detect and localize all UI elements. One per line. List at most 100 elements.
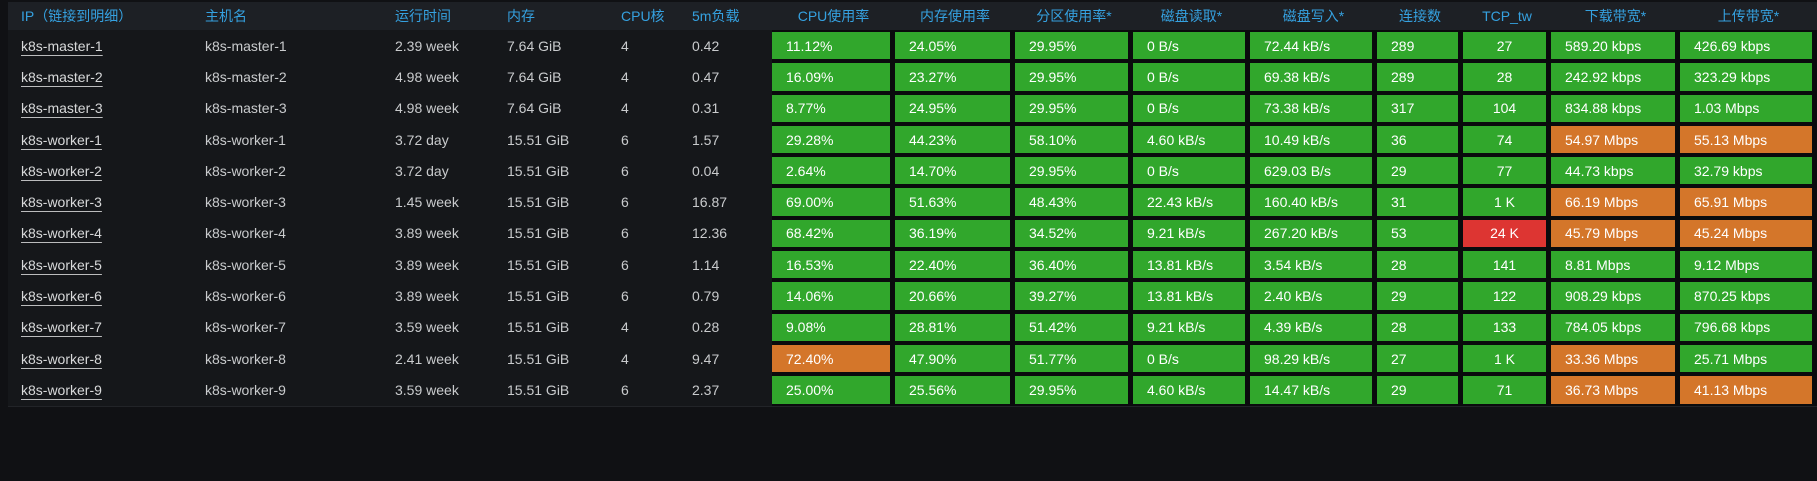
- cell-cores: 6: [614, 249, 685, 281]
- ip-link[interactable]: k8s-worker-3: [21, 194, 102, 211]
- cell-dread: 0 B/s: [1133, 30, 1250, 62]
- col-header-cores[interactable]: CPU核: [621, 8, 665, 24]
- col-header-conns[interactable]: 连接数: [1399, 8, 1441, 24]
- ip-link[interactable]: k8s-worker-8: [21, 350, 102, 367]
- metrics-table: IP（链接到明细） 主机名 运行时间 内存 CPU核 5m负载 CPU使用率 内存使用率 分区使…: [8, 2, 1817, 407]
- ip-link[interactable]: k8s-worker-4: [21, 225, 102, 242]
- cell-dwrite: 10.49 kB/s: [1250, 123, 1377, 156]
- metric-pill-up: 426.69 kbps: [1680, 32, 1812, 60]
- metric-pill-cpu: 16.09%: [772, 63, 890, 91]
- cell-down: 589.20 kbps: [1551, 30, 1680, 62]
- metric-pill-tcptw: 122: [1463, 282, 1546, 310]
- cell-load5m: 0.04: [685, 155, 772, 187]
- col-header-part[interactable]: 分区使用率*: [1036, 8, 1112, 24]
- ip-link[interactable]: k8s-master-1: [21, 37, 103, 54]
- cell-cores: 4: [614, 342, 685, 375]
- cell-cpu: 14.06%: [772, 280, 895, 312]
- metric-pill-dread: 0 B/s: [1133, 63, 1245, 91]
- metric-pill-tcptw: 133: [1463, 313, 1546, 341]
- metric-pill-part: 34.52%: [1015, 219, 1128, 248]
- ip-link[interactable]: k8s-worker-1: [21, 131, 102, 148]
- cell-cores: 6: [614, 374, 685, 406]
- table-row: k8s-worker-6 k8s-worker-6 3.89 week 15.51 G…: [8, 280, 1817, 312]
- cell-mem: 44.23%: [895, 123, 1015, 156]
- col-header-memory[interactable]: 内存: [507, 8, 535, 24]
- metric-pill-conns: 53: [1377, 219, 1458, 248]
- metric-pill-dread: 4.60 kB/s: [1133, 376, 1245, 404]
- ip-link[interactable]: k8s-worker-7: [21, 319, 102, 336]
- ip-link[interactable]: k8s-worker-9: [21, 381, 102, 398]
- metric-pill-conns: 28: [1377, 313, 1458, 341]
- cell-down: 8.81 Mbps: [1551, 249, 1680, 281]
- cell-part: 34.52%: [1015, 217, 1133, 250]
- cell-dwrite: 98.29 kB/s: [1250, 342, 1377, 375]
- ip-link[interactable]: k8s-master-3: [21, 100, 103, 117]
- cell-memory: 15.51 GiB: [500, 311, 614, 343]
- cell-uptime: 4.98 week: [388, 92, 500, 124]
- cell-memory: 15.51 GiB: [500, 374, 614, 406]
- metric-pill-dwrite: 267.20 kB/s: [1250, 219, 1372, 248]
- metric-pill-dread: 22.43 kB/s: [1133, 188, 1245, 216]
- metric-pill-dread: 4.60 kB/s: [1133, 125, 1245, 154]
- cell-mem: 24.95%: [895, 92, 1015, 124]
- table-body: k8s-master-1 k8s-master-1 2.39 week 7.64 Gi…: [8, 30, 1817, 407]
- ip-link[interactable]: k8s-worker-6: [21, 288, 102, 305]
- cell-conns: 36: [1377, 123, 1463, 156]
- cell-down: 44.73 kbps: [1551, 155, 1680, 187]
- cell-up: 426.69 kbps: [1680, 30, 1817, 62]
- table-row: k8s-worker-5 k8s-worker-5 3.89 week 15.51 G…: [8, 249, 1817, 281]
- cell-tcptw: 24 K: [1463, 217, 1551, 250]
- cell-dread: 9.21 kB/s: [1133, 311, 1250, 343]
- cell-memory: 7.64 GiB: [500, 30, 614, 62]
- cell-conns: 29: [1377, 155, 1463, 187]
- cell-mem: 14.70%: [895, 155, 1015, 187]
- metric-pill-dwrite: 629.03 B/s: [1250, 157, 1372, 185]
- cell-load5m: 1.57: [685, 123, 772, 156]
- metric-pill-conns: 289: [1377, 32, 1458, 60]
- cell-dwrite: 2.40 kB/s: [1250, 280, 1377, 312]
- col-header-up[interactable]: 上传带宽*: [1717, 8, 1780, 24]
- col-header-dread[interactable]: 磁盘读取*: [1160, 8, 1223, 24]
- metric-pill-down: 834.88 kbps: [1551, 94, 1675, 122]
- metric-pill-up: 65.91 Mbps: [1680, 188, 1812, 216]
- cell-dwrite: 629.03 B/s: [1250, 155, 1377, 187]
- cell-ip: k8s-worker-9: [8, 374, 198, 406]
- cell-part: 39.27%: [1015, 280, 1133, 312]
- cell-part: 29.95%: [1015, 155, 1133, 187]
- metric-pill-part: 39.27%: [1015, 282, 1128, 310]
- metric-pill-up: 323.29 kbps: [1680, 63, 1812, 91]
- cell-tcptw: 1 K: [1463, 342, 1551, 375]
- col-header-load5m[interactable]: 5m负载: [692, 8, 740, 24]
- cell-cpu: 2.64%: [772, 155, 895, 187]
- cell-memory: 15.51 GiB: [500, 280, 614, 312]
- cell-dread: 4.60 kB/s: [1133, 374, 1250, 406]
- col-header-ip[interactable]: IP（链接到明细）: [21, 8, 133, 24]
- metric-pill-conns: 36: [1377, 125, 1458, 154]
- col-header-down[interactable]: 下载带宽*: [1584, 8, 1647, 24]
- metric-pill-mem: 22.40%: [895, 251, 1010, 279]
- metric-pill-up: 45.24 Mbps: [1680, 219, 1812, 248]
- cell-memory: 15.51 GiB: [500, 186, 614, 218]
- col-header-hostname[interactable]: 主机名: [205, 8, 247, 24]
- cell-down: 54.97 Mbps: [1551, 123, 1680, 156]
- col-header-mem[interactable]: 内存使用率: [920, 8, 990, 24]
- col-header-cpu[interactable]: CPU使用率: [797, 8, 870, 24]
- metric-pill-part: 29.95%: [1015, 157, 1128, 185]
- ip-link[interactable]: k8s-worker-2: [21, 162, 102, 179]
- metric-pill-mem: 51.63%: [895, 188, 1010, 216]
- cell-uptime: 3.59 week: [388, 311, 500, 343]
- metric-pill-down: 33.36 Mbps: [1551, 344, 1675, 373]
- cell-uptime: 1.45 week: [388, 186, 500, 218]
- cell-cores: 6: [614, 280, 685, 312]
- metric-pill-up: 32.79 kbps: [1680, 157, 1812, 185]
- col-header-dwrite[interactable]: 磁盘写入*: [1282, 8, 1345, 24]
- metric-pill-up: 1.03 Mbps: [1680, 94, 1812, 122]
- metric-pill-part: 58.10%: [1015, 125, 1128, 154]
- col-header-tcptw[interactable]: TCP_tw: [1482, 8, 1532, 24]
- metric-pill-dwrite: 73.38 kB/s: [1250, 94, 1372, 122]
- col-header-uptime[interactable]: 运行时间: [395, 8, 451, 24]
- metric-pill-part: 48.43%: [1015, 188, 1128, 216]
- metric-pill-cpu: 68.42%: [772, 219, 890, 248]
- ip-link[interactable]: k8s-worker-5: [21, 256, 102, 273]
- ip-link[interactable]: k8s-master-2: [21, 68, 103, 85]
